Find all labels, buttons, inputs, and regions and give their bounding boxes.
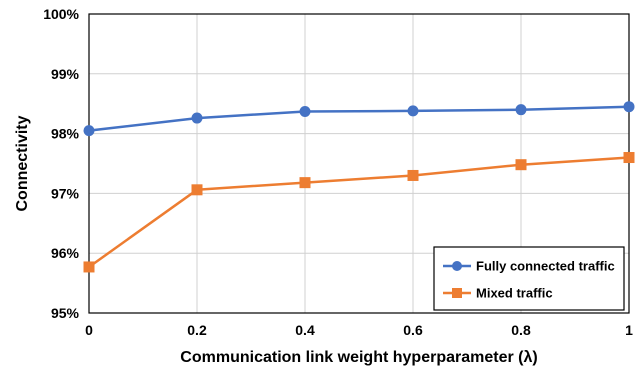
data-point — [407, 105, 419, 117]
x-tick-label: 1 — [625, 322, 633, 338]
data-point — [83, 125, 95, 137]
series-layer — [83, 101, 635, 273]
x-tick-label: 0 — [85, 322, 93, 338]
grid — [89, 14, 629, 313]
legend-label: Mixed traffic — [476, 286, 553, 301]
data-point — [191, 184, 203, 196]
y-axis-title: Connectivity — [14, 115, 31, 211]
legend-marker — [452, 288, 462, 298]
x-tick-label: 0.6 — [403, 322, 423, 338]
data-point — [515, 104, 527, 116]
series-line — [88, 105, 630, 132]
y-tick-label: 97% — [51, 185, 80, 201]
data-point — [83, 261, 95, 273]
data-point — [623, 152, 635, 164]
legend: Fully connected traffic Mixed traffic — [433, 246, 625, 311]
plot-area-frame — [88, 13, 630, 314]
legend-box — [433, 246, 625, 311]
y-tick-label: 100% — [43, 6, 79, 22]
data-point — [515, 159, 527, 171]
series-line — [88, 156, 630, 269]
series-2 — [83, 152, 635, 273]
y-tick-label: 96% — [51, 245, 80, 261]
legend-label: Fully connected traffic — [476, 259, 615, 274]
x-axis-ticks: 0 0.2 0.4 0.6 0.8 1 — [85, 322, 633, 338]
y-axis-ticks: 95% 96% 97% 98% 99% 100% — [43, 6, 79, 321]
data-point — [623, 101, 635, 113]
x-tick-label: 0.8 — [511, 322, 531, 338]
y-tick-label: 99% — [51, 66, 80, 82]
x-axis-title: Communication link weight hyperparameter… — [180, 349, 537, 366]
x-tick-label: 0.4 — [295, 322, 315, 338]
data-point — [191, 112, 203, 124]
data-point — [299, 105, 311, 117]
x-tick-label: 0.2 — [187, 322, 207, 338]
data-point — [407, 169, 419, 181]
data-point — [299, 177, 311, 189]
series-1 — [83, 101, 635, 137]
y-tick-label: 95% — [51, 305, 80, 321]
y-tick-label: 98% — [51, 126, 80, 142]
legend-marker — [452, 261, 462, 271]
